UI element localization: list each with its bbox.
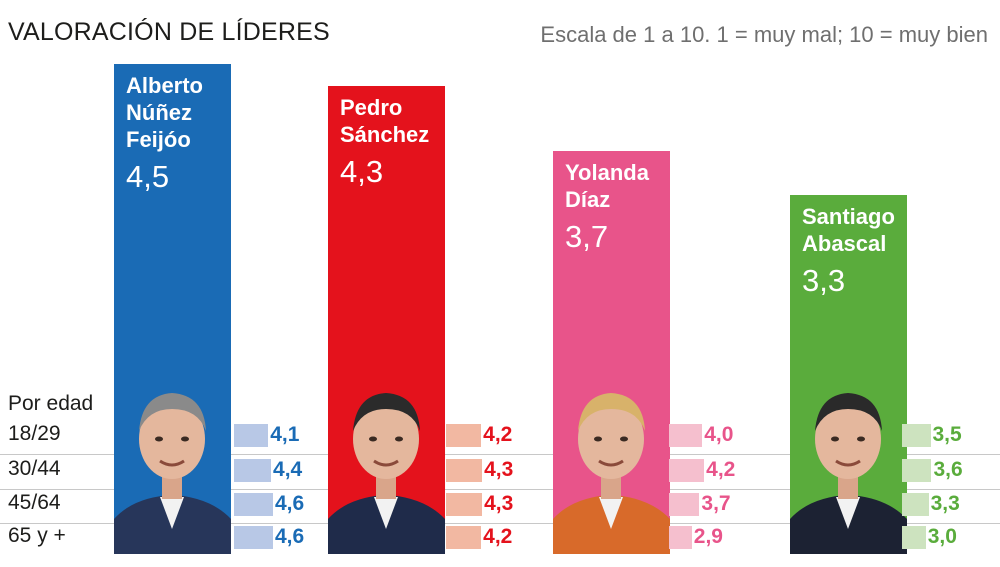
age-value-label: 3,0 [927,525,957,548]
leader-score-label: 4,3 [340,153,384,189]
age-group-label: 30/44 [8,457,61,480]
age-bar [902,493,929,516]
age-bar [446,424,482,447]
age-bar [234,424,269,447]
age-bar [446,493,483,516]
age-bar [669,459,705,482]
age-value-label: 2,9 [693,525,723,548]
age-bar [234,526,273,549]
leader-name: Santiago Abascal [802,203,895,256]
age-bar [669,493,700,516]
leader-portrait [790,369,907,554]
age-value-label: 3,6 [933,458,963,481]
age-row-divider [0,523,1000,524]
age-value-label: 3,3 [930,492,960,515]
age-bar [446,459,483,482]
leader-name: Yolanda Díaz [565,160,649,213]
age-value-label: 4,6 [274,525,305,548]
age-section-label: Por edad [8,392,94,415]
age-bar [902,459,932,482]
age-row-divider [0,489,1000,490]
leader-bar: Pedro Sánchez 4,3 [328,85,445,554]
age-bar [446,526,482,549]
age-value-label: 4,2 [483,423,513,446]
age-bar [902,424,931,447]
age-value-label: 4,1 [270,423,300,446]
age-value-label: 4,3 [484,458,514,481]
age-row-divider [0,454,1000,455]
leader-score-label: 3,7 [565,219,609,255]
age-value-label: 4,2 [706,458,736,481]
age-value-label: 4,4 [273,458,303,481]
age-bar [234,493,273,516]
age-group-label: 18/29 [8,422,61,445]
chart-subtitle: Escala de 1 a 10. 1 = muy mal; 10 = muy … [540,22,988,47]
leader-portrait [114,369,231,554]
leader-bar: Yolanda Díaz 3,7 [553,151,670,554]
age-group-label: 45/64 [8,491,61,514]
age-value-label: 4,2 [483,525,513,548]
age-bar [902,526,926,549]
leader-name: Pedro Sánchez [340,94,430,147]
leader-bar: Alberto Núñez Feijóo 4,5 [114,63,231,554]
age-bar [669,424,703,447]
age-group-label: 65 y + [8,524,66,547]
age-bar [669,526,692,549]
leader-score-label: 4,5 [126,158,170,194]
leader-portrait [328,369,445,554]
age-bar [234,459,272,482]
chart-title: VALORACIÓN DE LÍDERES [8,18,330,46]
age-value-label: 4,0 [704,423,734,446]
leader-name: Alberto Núñez Feijóo [126,72,203,152]
age-value-label: 3,5 [932,423,962,446]
age-value-label: 3,7 [701,492,731,515]
leader-score-label: 3,3 [802,262,846,298]
age-value-label: 4,6 [274,492,305,515]
leader-portrait [553,369,670,554]
age-value-label: 4,3 [484,492,514,515]
